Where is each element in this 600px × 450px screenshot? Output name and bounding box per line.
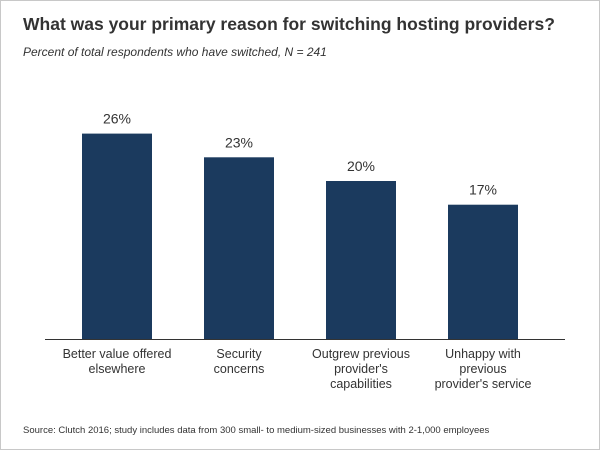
bar-4 (448, 204, 518, 339)
bar-value-label-1: 26% (103, 111, 131, 127)
bar-value-label-4: 17% (469, 182, 497, 198)
category-label-line: capabilities (330, 377, 392, 391)
bar-2 (204, 157, 274, 339)
bar-value-label-2: 23% (225, 134, 253, 150)
category-label-4: Unhappy with previous provider's service (435, 347, 532, 391)
bar-1 (82, 133, 152, 339)
bar-3 (326, 181, 396, 339)
category-label-1: Better value offered elsewhere (63, 347, 172, 376)
category-label-3: Outgrew previous provider's capabilities (312, 347, 410, 391)
category-label-line: Security (216, 347, 262, 361)
category-label-2: Security concerns (214, 347, 265, 376)
chart-subtitle: Percent of total respondents who have sw… (23, 45, 327, 59)
category-label-line: previous (459, 362, 506, 376)
category-label-line: concerns (214, 362, 265, 376)
category-label-line: Outgrew previous (312, 347, 410, 361)
category-label-line: Unhappy with (445, 347, 521, 361)
category-label-line: provider's service (435, 377, 532, 391)
chart-title: What was your primary reason for switchi… (23, 14, 555, 34)
category-label-line: elsewhere (89, 362, 146, 376)
category-label-line: provider's (334, 362, 388, 376)
source-note: Source: Clutch 2016; study includes data… (23, 425, 490, 436)
bar-value-label-3: 20% (347, 158, 375, 174)
category-label-line: Better value offered (63, 347, 172, 361)
